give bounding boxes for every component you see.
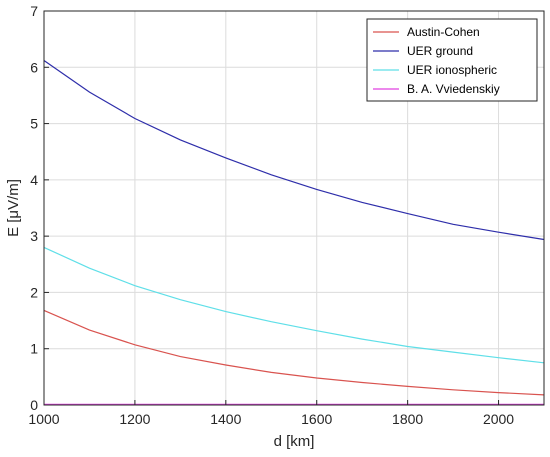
x-tick-label: 1800 bbox=[392, 411, 423, 427]
legend-label: Austin-Cohen bbox=[407, 25, 480, 39]
legend-box bbox=[366, 18, 538, 102]
y-axis-label: E [μV/m] bbox=[5, 179, 22, 237]
x-tick-label: 1600 bbox=[301, 411, 332, 427]
legend-label: UER ground bbox=[407, 44, 473, 58]
x-tick-label: 1000 bbox=[28, 411, 59, 427]
axis-ticks: 1000 1200 1400 1600 1800 2000 0 1 2 3 4 5 6 7 bbox=[28, 3, 514, 427]
x-axis-label: d [km] bbox=[274, 433, 315, 450]
legend: Austin-Cohen UER ground UER ionospheric B. … bbox=[366, 18, 538, 102]
series-line bbox=[43, 246, 545, 364]
y-tick-label: 4 bbox=[30, 172, 38, 188]
y-tick-label: 0 bbox=[30, 397, 38, 413]
legend-label: UER ionospheric bbox=[407, 63, 497, 77]
x-tick-label: 1200 bbox=[119, 411, 150, 427]
y-tick-label: 1 bbox=[30, 341, 38, 357]
y-tick-label: 7 bbox=[30, 3, 38, 19]
legend-label: B. A. Vviedenskiy bbox=[407, 82, 500, 96]
y-tick-label: 3 bbox=[30, 228, 38, 244]
series-line bbox=[43, 309, 545, 396]
plot-frame bbox=[43, 10, 545, 406]
x-tick-label: 1400 bbox=[210, 411, 241, 427]
x-tick-label: 2000 bbox=[483, 411, 514, 427]
series-line bbox=[43, 60, 545, 241]
y-tick-label: 2 bbox=[30, 284, 38, 300]
series-lines bbox=[43, 60, 545, 405]
y-tick-label: 6 bbox=[30, 59, 38, 75]
y-tick-label: 5 bbox=[30, 116, 38, 132]
